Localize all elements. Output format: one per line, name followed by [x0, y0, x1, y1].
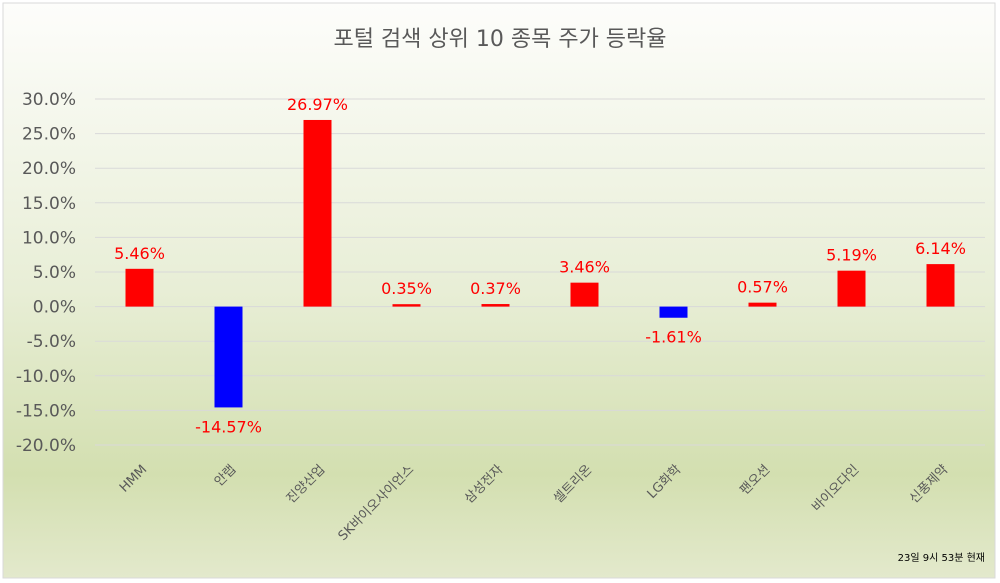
bar [125, 268, 154, 307]
data-label: 0.35% [381, 279, 432, 298]
bar [837, 270, 866, 307]
y-tick-label: 0.0% [33, 298, 76, 318]
data-label: 5.19% [826, 246, 877, 265]
y-tick-label: -5.0% [27, 332, 76, 352]
y-tick-label: 30.0% [22, 90, 76, 110]
data-label: 0.37% [470, 279, 521, 298]
y-tick-label: 25.0% [22, 125, 76, 145]
data-label: 3.46% [559, 258, 610, 277]
data-label: 26.97% [287, 95, 348, 114]
y-tick-label: 15.0% [22, 194, 76, 214]
bar [570, 282, 599, 307]
data-label: 6.14% [915, 239, 966, 258]
bar [926, 264, 955, 307]
chart-title: 포털 검색 상위 10 종목 주가 등락율 [333, 27, 666, 52]
data-label: 5.46% [114, 244, 165, 263]
y-tick-label: -10.0% [16, 367, 76, 387]
data-label: -1.61% [645, 328, 702, 347]
timestamp-note: 23일 9시 53분 현재 [898, 552, 985, 564]
data-label: -14.57% [195, 417, 262, 436]
y-tick-label: -15.0% [16, 401, 76, 421]
y-tick-label: 5.0% [33, 263, 76, 283]
data-label: 0.57% [737, 278, 788, 297]
bar [392, 304, 421, 307]
bar [659, 306, 688, 318]
y-tick-label: 20.0% [22, 159, 76, 179]
bar [303, 119, 332, 307]
bar [748, 302, 777, 307]
bar [214, 306, 243, 408]
bar [481, 304, 510, 307]
y-tick-label: -20.0% [16, 436, 76, 456]
y-tick-label: 10.0% [22, 228, 76, 248]
